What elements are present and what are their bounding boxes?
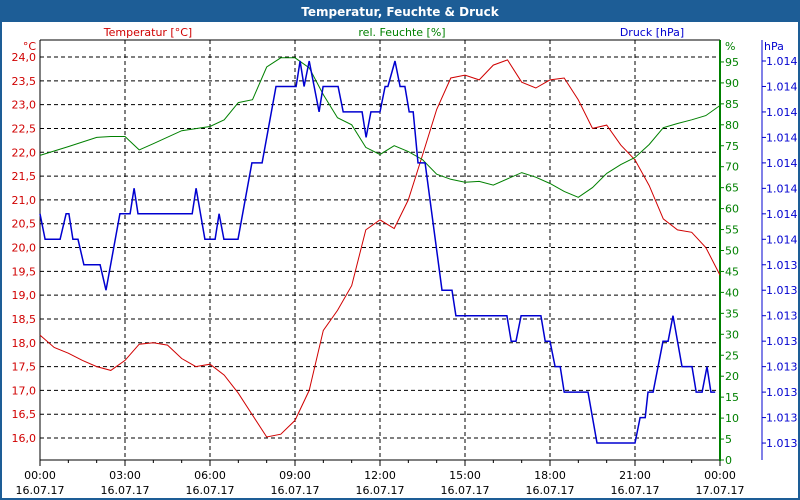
temperature-tick-label: 22,0 [12,146,37,159]
humidity-tick-label: 5 [725,433,732,446]
humidity-tick-label: 20 [725,370,739,383]
humidity-tick-label: 25 [725,349,739,362]
x-tick-date: 16.07.17 [101,484,150,497]
temperature-tick-label: 24,0 [12,51,37,64]
humidity-tick-label: 60 [725,203,739,216]
pressure-tick-label: 1.013 [766,386,798,399]
temperature-tick-label: 21,0 [12,194,37,207]
x-tick-date: 16.07.17 [441,484,490,497]
pressure-tick-label: 1.014 [766,55,798,68]
humidity-tick-label: 65 [725,182,739,195]
humidity-tick-label: 75 [725,140,739,153]
temperature-tick-label: 17,0 [12,384,37,397]
pressure-tick-label: 1.014 [766,208,798,221]
humidity-tick-label: 30 [725,328,739,341]
humidity-tick-label: 85 [725,98,739,111]
temperature-tick-label: 18,5 [12,313,37,326]
x-tick-time: 03:00 [109,469,141,482]
humidity-tick-label: 55 [725,224,739,237]
humidity-tick-label: 70 [725,161,739,174]
humidity-axis-title: rel. Feuchte [%] [358,26,445,39]
humidity-tick-label: 45 [725,265,739,278]
humidity-tick-label: 40 [725,286,739,299]
humidity-tick-label: 10 [725,412,739,425]
x-tick-time: 15:00 [449,469,481,482]
pressure-tick-label: 1.014 [766,106,798,119]
temperature-tick-label: 16,5 [12,408,37,421]
pressure-tick-label: 1.013 [766,335,798,348]
x-tick-date: 16.07.17 [16,484,65,497]
pressure-tick-label: 1.013 [766,310,798,323]
temperature-tick-label: 19,0 [12,289,37,302]
temperature-line [39,59,721,438]
pressure-axis-title: Druck [hPa] [620,26,684,39]
humidity-tick-label: 80 [725,119,739,132]
pressure-tick-label: 1.013 [766,259,798,272]
x-tick-time: 12:00 [364,469,396,482]
x-tick-time: 21:00 [619,469,651,482]
pressure-unit-label: hPa [764,40,784,53]
pressure-tick-label: 1.014 [766,80,798,93]
temperature-tick-label: 18,0 [12,337,37,350]
humidity-tick-label: 35 [725,307,739,320]
pressure-tick-label: 1.014 [766,182,798,195]
pressure-tick-label: 1.013 [766,361,798,374]
pressure-tick-label: 1.013 [766,412,798,425]
x-tick-date: 16.07.17 [526,484,575,497]
x-tick-time: 09:00 [279,469,311,482]
temperature-tick-label: 16,0 [12,432,37,445]
temperature-tick-label: 20,5 [12,218,37,231]
x-tick-date: 16.07.17 [356,484,405,497]
pressure-tick-label: 1.014 [766,233,798,246]
window-title: Temperatur, Feuchte & Druck [2,2,798,22]
temperature-tick-label: 20,0 [12,242,37,255]
temperature-tick-label: 23,0 [12,99,37,112]
temperature-tick-label: 19,5 [12,265,37,278]
x-tick-time: 18:00 [534,469,566,482]
humidity-tick-label: 90 [725,77,739,90]
temperature-tick-label: 21,5 [12,170,37,183]
x-tick-time: 00:00 [24,469,56,482]
humidity-tick-label: 0 [725,454,732,467]
pressure-line [39,60,716,444]
x-tick-date: 16.07.17 [611,484,660,497]
pressure-tick-label: 1.014 [766,131,798,144]
humidity-unit-label: % [725,40,735,53]
x-tick-date: 16.07.17 [271,484,320,497]
temperature-unit-label: °C [23,40,37,53]
temperature-tick-label: 17,5 [12,361,37,374]
humidity-tick-label: 95 [725,56,739,69]
humidity-line [39,57,721,198]
x-tick-time: 06:00 [194,469,226,482]
x-tick-date: 16.07.17 [186,484,235,497]
x-tick-date: 17.07.17 [696,484,745,497]
temperature-tick-label: 23,5 [12,75,37,88]
pressure-tick-label: 1.013 [766,437,798,450]
pressure-tick-label: 1.013 [766,284,798,297]
humidity-tick-label: 15 [725,391,739,404]
pressure-tick-label: 1.014 [766,157,798,170]
temperature-tick-label: 22,5 [12,122,37,135]
temperature-axis-title: Temperatur [°C] [103,26,192,39]
humidity-tick-label: 50 [725,245,739,258]
x-tick-time: 00:00 [704,469,736,482]
